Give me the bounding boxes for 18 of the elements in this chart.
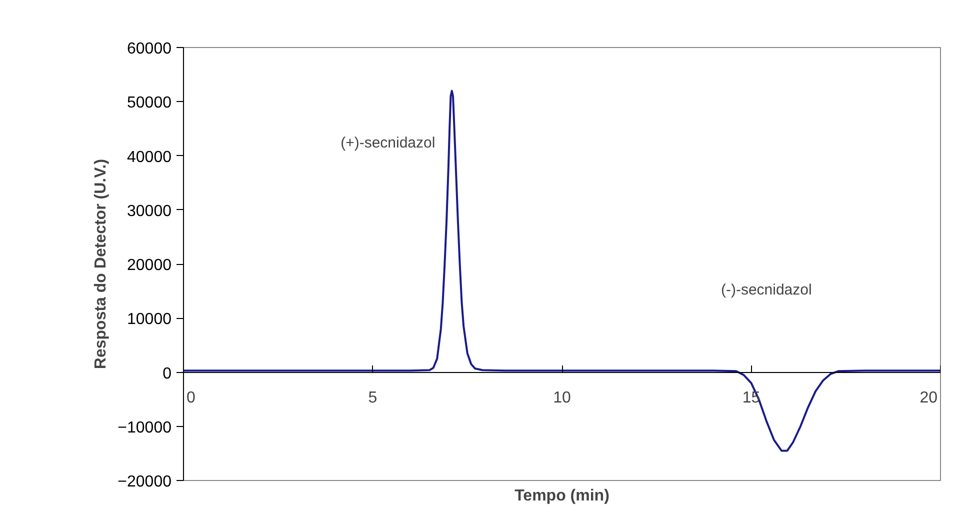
x-axis-title: Tempo (min): [514, 488, 610, 504]
x-tick-label: 5: [368, 389, 378, 406]
y-tick-label: −10000: [118, 419, 172, 436]
y-tick-label: 40000: [127, 148, 172, 166]
y-tick-label: 0: [162, 365, 172, 382]
x-tick-label: 10: [553, 389, 571, 406]
y-axis-title: Resposta do Detector (U.V.): [92, 158, 110, 370]
y-tick-label: 60000: [127, 40, 172, 58]
line-series: [184, 90, 940, 452]
x-tick-label: 0: [186, 389, 196, 406]
y-tick-label: 30000: [127, 202, 172, 220]
annotation: (+)-secnidazol: [340, 134, 436, 152]
annotation: (-)-secnidazol: [720, 281, 812, 298]
x-tick-label: 20: [920, 389, 938, 406]
y-tick-label: 50000: [127, 94, 172, 112]
y-tick-label: 10000: [127, 311, 172, 328]
y-tick-label: 20000: [127, 257, 172, 274]
y-tick-label: −20000: [118, 474, 172, 490]
